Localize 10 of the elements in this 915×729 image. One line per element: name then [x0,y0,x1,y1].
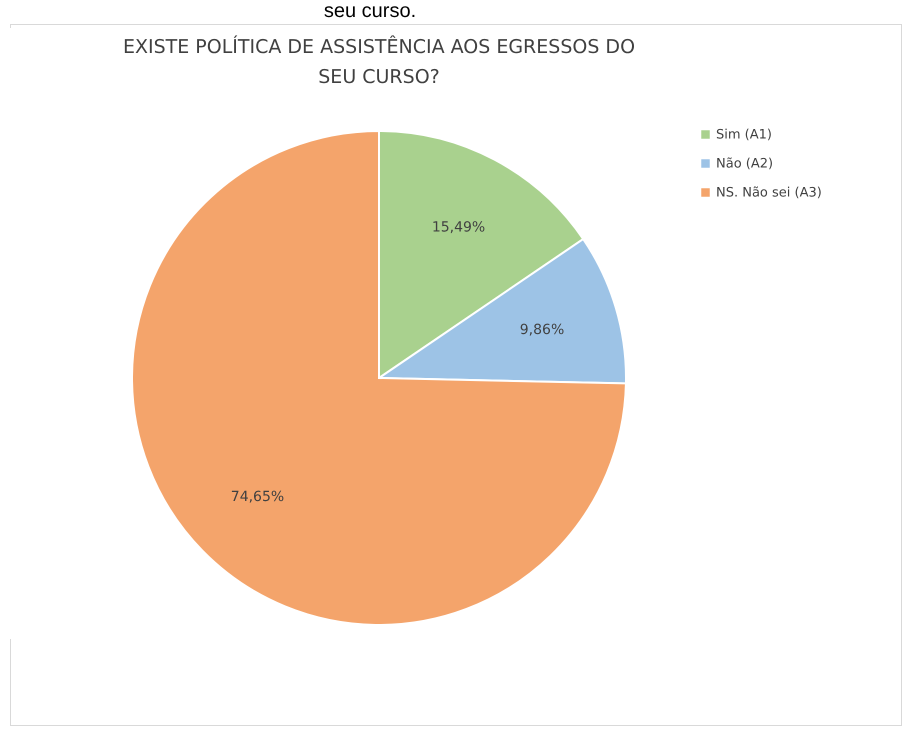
data-label: 74,65% [230,488,284,505]
legend-label: Não (A2) [716,156,774,172]
data-label: 15,49% [432,220,486,236]
text: EXISTE POLÍTICA DE ASSISTÊNCIA AOS EGRESSOS DO [122,36,636,58]
text: SEU CURSO? [318,66,440,88]
pie-slice [131,130,627,626]
data-label: 9,86% [520,322,564,338]
legend-label: NS. Não sei (A3) [716,186,822,200]
text: seu curso. [322,0,418,23]
legend-label: Sim (A1) [716,128,772,142]
